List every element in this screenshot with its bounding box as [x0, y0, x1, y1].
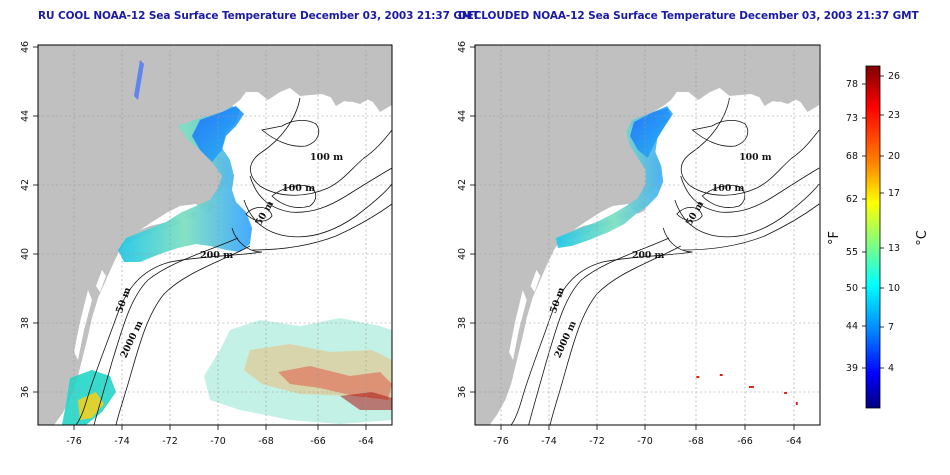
colorbar-c-tick: 4 [888, 363, 894, 374]
right-lon-tick: -68 [688, 436, 704, 447]
colorbar-c-tick: 23 [888, 110, 900, 121]
right-lat-tick: 38 [457, 317, 468, 329]
right-lon-tick: -74 [541, 436, 557, 447]
left-sst-south-warm [78, 392, 104, 420]
right-lat-tick-labels: 46 44 42 40 38 36 [457, 41, 468, 398]
right-lat-tick: 42 [457, 179, 468, 191]
left-lat-tick: 46 [20, 41, 31, 53]
colorbar-c-tick: 20 [888, 151, 900, 162]
right-lon-tick: -72 [589, 436, 605, 447]
left-lon-tick-labels: -76 -74 -72 -70 -68 -66 -64 [66, 436, 374, 447]
right-lon-tick: -66 [737, 436, 753, 447]
right-map-panel: 100 m 100 m 50 m 200 m 50 m 2000 m [457, 41, 821, 447]
left-lat-tick: 40 [20, 248, 31, 260]
right-lon-tick: -76 [493, 436, 509, 447]
right-lon-tick-labels: -76 -74 -72 -70 -68 -66 -64 [493, 436, 802, 447]
left-map-frame [37, 44, 393, 426]
left-lat-tick: 42 [20, 179, 31, 191]
right-contour-label-100m-north: 100 m [739, 152, 771, 163]
colorbar-c-tick: 10 [888, 283, 900, 294]
left-lon-tick: -64 [358, 436, 374, 447]
left-sst-cloud-streak [134, 60, 144, 100]
colorbar-f-tick: 39 [846, 363, 858, 374]
right-lon-tick: -64 [786, 436, 802, 447]
right-contour-label-200m: 200 m [632, 250, 664, 261]
colorbar-c-tick: 17 [888, 188, 900, 199]
left-contour-label-100m-north: 100 m [310, 152, 343, 163]
colorbar-f-tick: 73 [846, 113, 858, 124]
left-lat-tick: 38 [20, 317, 31, 329]
right-contour-label-100m-georges: 100 m [712, 183, 744, 194]
colorbar-f-tick: 78 [846, 79, 858, 90]
left-lon-tick: -72 [162, 436, 178, 447]
colorbar-c-tick: 7 [888, 322, 894, 333]
right-delaware-bay [530, 270, 541, 292]
colorbar-c-labels: 26 23 20 17 13 10 7 4 [888, 71, 900, 374]
colorbar-c-tick: 26 [888, 71, 900, 82]
left-contour-label-200m: 200 m [200, 250, 233, 261]
right-sst-speck [784, 392, 788, 394]
left-lat-tick: 44 [20, 110, 31, 122]
right-sst-speck [795, 402, 798, 405]
left-lon-tick: -70 [210, 436, 226, 447]
left-gridlines [38, 45, 392, 425]
right-sst-gulf-of-maine [630, 108, 671, 158]
left-tick-marks [33, 46, 367, 430]
left-delaware-bay [96, 270, 106, 292]
colorbar-ticks [862, 75, 884, 369]
right-nova-scotia [729, 66, 820, 104]
colorbar-celsius-unit: °C [915, 230, 930, 246]
right-gridlines [475, 45, 820, 425]
right-sst-speck [696, 376, 700, 378]
left-map-panel: 100 m 100 m 50 m 200 m 50 m 2000 m -76 -… [20, 41, 393, 447]
colorbar: 78 73 68 62 55 50 44 39 26 23 20 17 13 1… [827, 65, 930, 409]
colorbar-f-tick: 44 [846, 321, 858, 332]
left-contour-label-100m-georges: 100 m [282, 183, 315, 194]
colorbar-c-tick: 13 [888, 243, 900, 254]
right-sst-speck [719, 374, 723, 376]
colorbar-f-tick: 55 [846, 247, 858, 258]
right-map-title: DECLOUDED NOAA-12 Sea Surface Temperatur… [458, 10, 919, 22]
right-sst-speck [749, 386, 754, 388]
left-sst-gulf-of-maine [192, 106, 244, 162]
left-nova-scotia [300, 66, 392, 104]
right-lon-tick: -70 [637, 436, 653, 447]
colorbar-gradient [865, 65, 881, 409]
right-map-frame [474, 44, 821, 426]
colorbar-f-labels: 78 73 68 62 55 50 44 39 [846, 79, 858, 374]
colorbar-f-tick: 68 [846, 151, 858, 162]
left-sst-gulf-stream [204, 318, 392, 424]
right-chesapeake [509, 290, 527, 360]
right-lat-tick: 44 [457, 110, 468, 122]
right-bathymetry-contours [510, 97, 820, 425]
right-lat-tick: 36 [457, 386, 468, 398]
left-lat-tick-labels: 46 44 42 40 38 36 [20, 41, 31, 398]
left-bathymetry-contours [75, 97, 392, 425]
right-tick-marks [470, 46, 795, 430]
right-lat-tick: 46 [457, 41, 468, 53]
colorbar-f-tick: 50 [846, 283, 858, 294]
right-lat-tick: 40 [457, 248, 468, 260]
left-lon-tick: -66 [310, 436, 326, 447]
left-lon-tick: -74 [114, 436, 130, 447]
left-chesapeake [74, 290, 92, 360]
left-map-title: RU COOL NOAA-12 Sea Surface Temperature … [38, 10, 480, 22]
left-lat-tick: 36 [20, 386, 31, 398]
left-lon-tick: -76 [66, 436, 82, 447]
colorbar-f-tick: 62 [846, 194, 858, 205]
colorbar-fahrenheit-unit: °F [827, 231, 842, 245]
left-lon-tick: -68 [258, 436, 274, 447]
